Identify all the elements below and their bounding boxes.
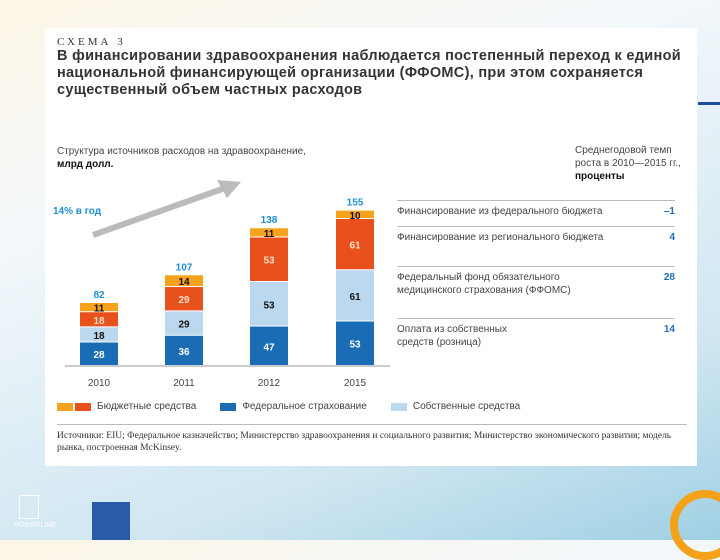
scheme-label: СХЕМА 3	[57, 36, 126, 48]
slide-panel: СХЕМА 3 В финансировании здравоохранения…	[45, 28, 697, 466]
growth-row: Финансирование из регионального бюджета 4	[397, 226, 675, 244]
growth-row: Оплата из собственных средств (розница) 14	[397, 318, 675, 349]
row-label: Федеральный фонд обязательного	[397, 272, 560, 283]
bar-segment	[165, 311, 203, 335]
bar-segment	[165, 275, 203, 287]
data-label: 11	[94, 304, 105, 315]
data-label: 28	[93, 350, 105, 361]
subtitle-text: Структура источников расходов на здравоо…	[57, 146, 306, 157]
total-label: 107	[176, 262, 193, 273]
bar-segment	[250, 326, 288, 365]
data-label: 14	[178, 277, 190, 288]
data-label: 18	[93, 316, 105, 327]
x-tick-label: 2010	[88, 378, 111, 389]
row-value: 14	[663, 324, 675, 335]
legend-swatch	[75, 402, 91, 411]
row-label: медицинского страхования (ФФОМС)	[397, 285, 571, 296]
header-line3: проценты	[575, 171, 625, 182]
unit-label: млрд долл.	[57, 159, 114, 170]
data-label: 61	[349, 292, 361, 303]
slide-title: В финансировании здравоохранения наблюда…	[57, 48, 681, 98]
header-line1: Среднегодовой темп	[575, 145, 672, 156]
bar-segment	[336, 210, 374, 218]
bar-segment	[250, 228, 288, 237]
row-label: Оплата из собственных	[397, 324, 507, 335]
decor-line	[698, 102, 720, 105]
legend-swatch	[390, 402, 407, 411]
row-label: Финансирование из регионального бюджета	[397, 232, 604, 243]
row-value: 4	[669, 232, 675, 243]
logo: POWERLINE	[14, 495, 56, 529]
row-value: –1	[663, 206, 675, 217]
decor-square	[92, 502, 130, 540]
data-label: 47	[263, 342, 275, 353]
row-label: Финансирование из федерального бюджета	[397, 206, 603, 217]
growth-row: Федеральный фонд обязательного медицинско…	[397, 266, 675, 297]
bar-segment	[165, 335, 203, 365]
x-tick-label: 2015	[344, 378, 367, 389]
legend-label: Собственные средства	[412, 401, 521, 412]
legend: Бюджетные средства Федеральное страхован…	[57, 401, 544, 412]
data-label: 53	[263, 256, 275, 267]
growth-row: Финансирование из федерального бюджета –1	[397, 200, 675, 218]
data-label: 18	[93, 331, 105, 342]
bar-segment	[80, 327, 118, 342]
data-label: 53	[349, 340, 361, 351]
row-value: 28	[663, 272, 675, 283]
total-label: 82	[93, 290, 105, 301]
row-label: средств (розница)	[397, 337, 482, 348]
growth-arrow-head	[217, 180, 241, 198]
bar-segment	[336, 321, 374, 365]
bar-segment	[336, 270, 374, 321]
legend-label: Федеральное страхование	[242, 401, 367, 412]
data-label: 36	[178, 347, 190, 358]
logo-text: POWERLINE	[14, 522, 57, 529]
header-line2: роста в 2010—2015 гг.,	[575, 158, 681, 169]
x-tick-label: 2011	[173, 378, 195, 389]
chart-subtitle: Структура источников расходов на здравоо…	[57, 145, 306, 171]
data-label: 11	[264, 229, 275, 240]
decor-swirl	[670, 490, 720, 560]
bar-segment	[165, 287, 203, 311]
bar-segment	[80, 303, 118, 312]
bar-segment	[250, 237, 288, 281]
data-label: 61	[349, 241, 361, 252]
total-label: 155	[347, 198, 364, 209]
data-label: 10	[349, 211, 361, 222]
growth-header: Среднегодовой темп роста в 2010—2015 гг.,…	[575, 144, 681, 183]
growth-arrow	[91, 185, 227, 238]
bar-segment	[250, 282, 288, 326]
x-tick-label: 2012	[258, 378, 281, 389]
stacked-bar-chart: 2818181182201036292914107201147535311138…	[65, 180, 390, 389]
bar-segment	[80, 312, 118, 327]
legend-label: Бюджетные средства	[97, 401, 197, 412]
bar-segment	[80, 342, 118, 365]
data-label: 29	[178, 295, 190, 306]
data-label: 53	[263, 300, 275, 311]
data-label: 29	[178, 320, 190, 331]
legend-swatch	[220, 402, 237, 411]
total-label: 138	[261, 215, 278, 226]
growth-label: 14% в год	[53, 206, 102, 217]
bar-segment	[336, 219, 374, 270]
legend-swatch	[57, 402, 73, 411]
source-note: Источники: EIU; Федеральное казначейство…	[57, 424, 687, 454]
